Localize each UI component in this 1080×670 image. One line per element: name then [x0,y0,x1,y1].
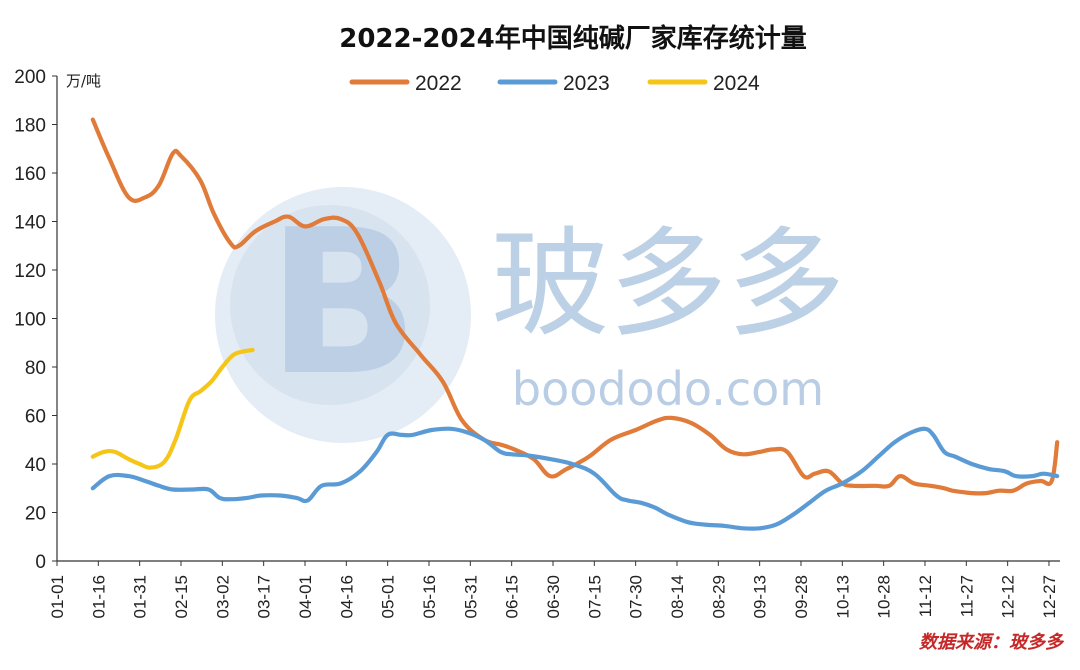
x-tick-label: 11-27 [957,575,976,617]
watermark-logo-letter: B [267,187,419,420]
y-tick-label: 40 [25,455,46,476]
x-tick-label: 03-02 [213,575,232,618]
source-label: 数据来源：玻多多 [919,632,1065,653]
x-tick-label: 10-28 [875,575,894,618]
legend: 2022 2023 2024 [349,72,760,95]
y-tick-label: 120 [14,261,46,282]
x-tick-label: 08-14 [668,575,687,618]
legend-label-2024: 2024 [713,72,760,95]
legend-label-2023: 2023 [563,72,610,95]
watermark: B 玻多多 boododo.com [215,187,845,443]
x-tick-label: 01-16 [89,575,108,618]
x-tick-label: 06-30 [544,575,563,618]
y-tick-label: 140 [14,213,46,234]
x-tick-label: 03-17 [255,575,274,618]
y-tick-label: 180 [14,116,46,137]
x-tick-label: 10-13 [833,575,852,618]
x-tick-label: 09-28 [792,575,811,618]
axes: 0 20 40 60 80 100 120 140 160 180 200 01-01 01-16 01-… [14,67,1060,618]
x-tick-label: 07-30 [627,575,646,618]
x-tick-label: 01-31 [131,575,150,618]
x-tick-label: 01-01 [48,575,67,618]
series-line-2023 [90,426,1060,531]
x-tick-label: 02-15 [172,575,191,618]
x-tick-label: 08-29 [709,575,728,618]
x-tick-label: 05-01 [379,575,398,618]
x-tick-label: 05-31 [461,575,480,618]
y-tick-label: 60 [25,407,46,428]
x-tick-label: 04-16 [337,575,356,618]
x-tick-label: 11-12 [916,575,935,617]
y-tick-label: 160 [14,164,46,185]
y-tick-label: 0 [35,552,46,573]
x-tick-label: 09-13 [751,575,770,618]
series-group [90,117,1060,531]
x-tick-label: 07-15 [585,575,604,618]
chart-title: 2022-2024年中国纯碱厂家库存统计量 [339,23,807,54]
watermark-logo [215,187,471,443]
series-line-2022 [90,117,1060,496]
y-tick-label: 20 [25,504,46,525]
y-tick-label: 100 [14,310,46,331]
watermark-logo-inner [230,205,430,405]
x-tick-label: 12-27 [1040,575,1059,618]
x-tick-label: 05-16 [420,575,439,618]
legend-label-2022: 2022 [415,72,462,95]
x-tick-label: 06-15 [503,575,522,618]
x-tick-label: 04-01 [296,575,315,618]
series-line-2024 [90,347,255,470]
y-tick-label: 200 [14,67,46,88]
y-tick-label: 80 [25,358,46,379]
watermark-chinese: 玻多多 [491,215,845,353]
x-tick-label: 12-12 [999,575,1018,618]
watermark-url: boododo.com [512,362,824,416]
y-axis-unit: 万/吨 [66,72,101,90]
